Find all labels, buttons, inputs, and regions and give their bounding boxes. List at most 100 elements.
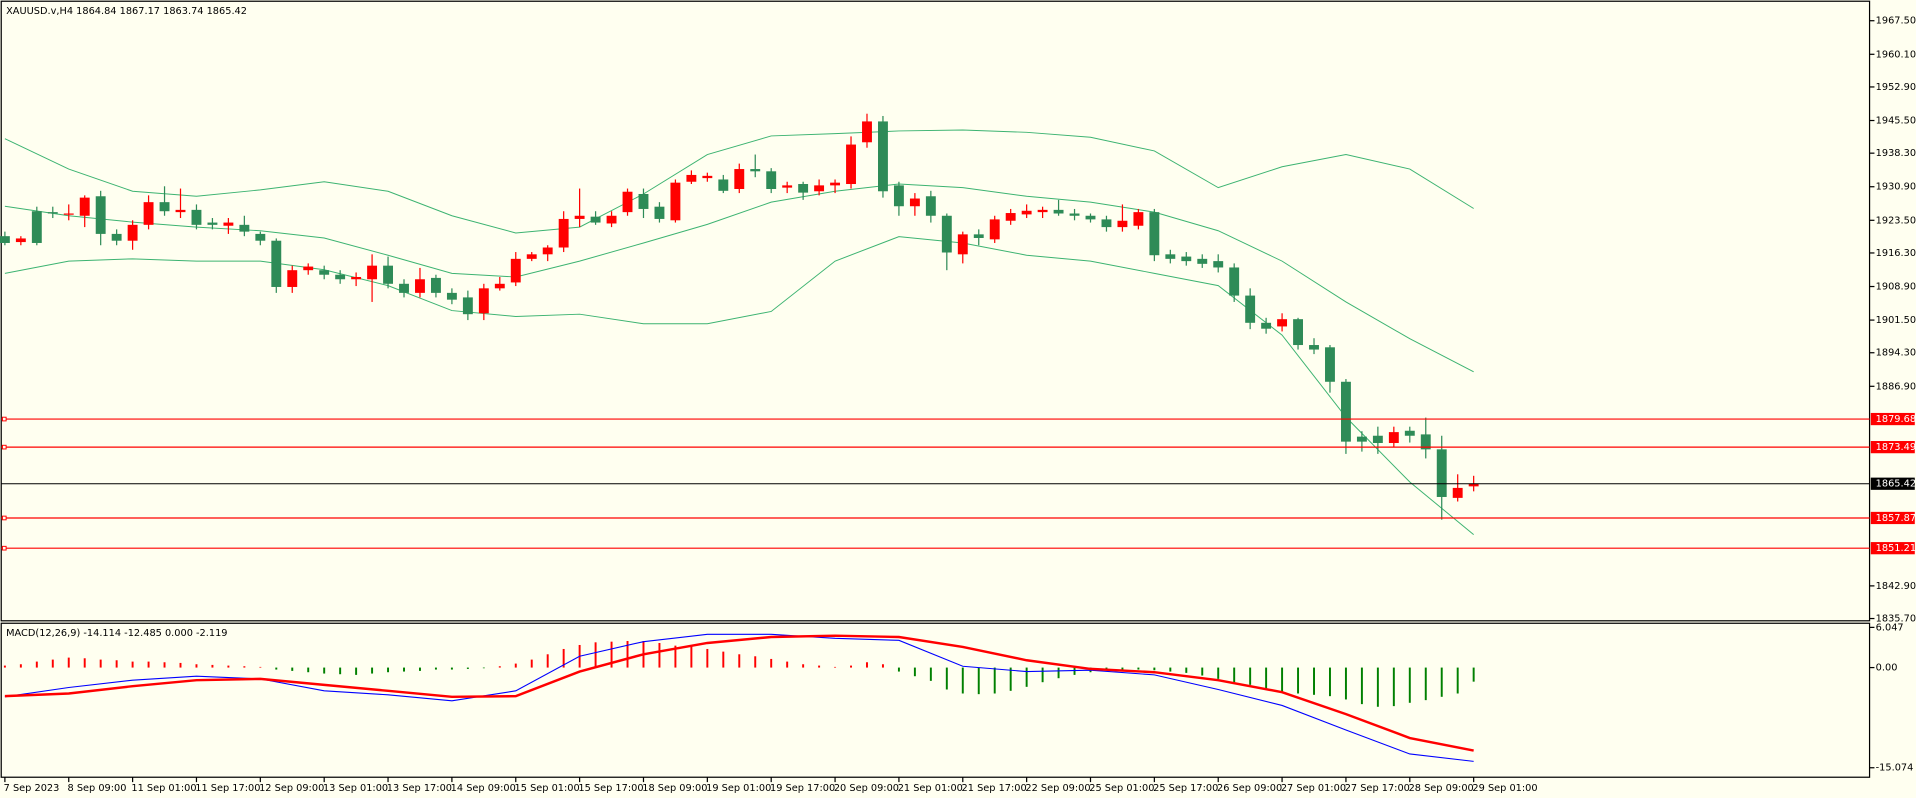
candle-body [606, 215, 617, 224]
candle-body [15, 238, 26, 243]
candle-body [494, 283, 505, 289]
candle-body [223, 222, 234, 226]
x-tick-label: 13 Sep 17:00 [387, 783, 452, 794]
candle-body [1277, 319, 1288, 327]
candle-body [1293, 319, 1303, 346]
candle-body [862, 121, 872, 143]
band-middle [4, 183, 1474, 373]
candle-body [686, 174, 697, 182]
candle-body [255, 233, 266, 241]
candle-body [1245, 295, 1256, 323]
candle-body [542, 247, 553, 255]
price-panel [0, 0, 1871, 622]
candle-body [1309, 345, 1319, 350]
band-upper [4, 129, 1474, 234]
candle-body [1021, 210, 1032, 215]
y-tick-label: 1945.50 [1876, 116, 1916, 127]
y-tick-label: 1930.90 [1876, 182, 1916, 193]
candle-body [1005, 213, 1016, 221]
candle-body [558, 218, 569, 248]
x-tick-label: 28 Sep 09:00 [1409, 783, 1474, 794]
candle-body [590, 216, 601, 223]
candle-body [415, 279, 425, 293]
candle-body [1181, 256, 1192, 262]
candle-body [973, 234, 984, 238]
candle-body [1149, 212, 1160, 256]
level-tag [1870, 412, 1915, 426]
level-tag [1870, 542, 1915, 555]
y-tick-label: 6.047 [1876, 622, 1904, 633]
candle-body [175, 209, 186, 213]
x-tick-label: 25 Sep 17:00 [1153, 783, 1218, 794]
candle-body [383, 265, 393, 284]
candle-body [1197, 258, 1208, 264]
x-tick-label: 18 Sep 09:00 [642, 783, 707, 794]
candle-body [1165, 254, 1176, 259]
bid-label: 1865.42 [1876, 479, 1916, 490]
candle-body [1404, 430, 1415, 436]
candle-body [0, 236, 10, 243]
level-tag [1870, 511, 1915, 525]
x-tick-label: 15 Sep 17:00 [578, 783, 643, 794]
candle-body [782, 185, 793, 188]
candle-body [766, 171, 777, 190]
y-tick-label: 0.00 [1876, 663, 1898, 674]
y-tick-label: 1952.90 [1876, 82, 1916, 93]
candle-body [271, 240, 282, 287]
candle-body [1053, 209, 1064, 214]
candle-body [159, 202, 170, 212]
candle-body [1101, 219, 1112, 228]
candle-body [830, 182, 841, 186]
y-tick-label: 1923.50 [1876, 215, 1916, 226]
candle-body [718, 179, 729, 191]
macd-title: MACD(12,26,9) -14.114 -12.485 0.000 -2.1… [6, 628, 227, 639]
candle-body [798, 184, 809, 193]
x-tick-label: 22 Sep 09:00 [1025, 783, 1090, 794]
candle-body [814, 185, 825, 192]
candle-body [430, 277, 441, 293]
x-tick-label: 13 Sep 01:00 [323, 783, 388, 794]
candle-body [1229, 267, 1240, 296]
band-lower [4, 236, 1474, 536]
candle-body [1420, 434, 1431, 450]
level-tag [1870, 441, 1915, 454]
candle-body [526, 254, 537, 259]
candle-body [446, 292, 457, 300]
level-label: 1851.21 [1876, 543, 1916, 554]
candle-body [750, 169, 761, 172]
y-tick-label: -15.074 [1876, 763, 1914, 774]
candle-body [846, 144, 856, 185]
candle-body [1468, 483, 1479, 487]
candle-body [654, 206, 665, 219]
x-tick-label: 14 Sep 09:00 [451, 783, 516, 794]
x-tick-label: 25 Sep 01:00 [1089, 783, 1154, 794]
x-tick-label: 27 Sep 17:00 [1345, 783, 1410, 794]
y-tick-label: 1908.90 [1876, 282, 1916, 293]
candle-body [335, 274, 346, 280]
candle-body [79, 197, 90, 216]
candle-body [127, 224, 138, 241]
candle-body [925, 196, 936, 216]
candle-body [1261, 322, 1272, 329]
level-label: 1879.68 [1876, 414, 1916, 425]
signal-line [4, 634, 1474, 752]
level-anchor [1, 545, 7, 551]
level-anchor [1, 515, 7, 521]
candle-body [1340, 381, 1351, 442]
candle-body [399, 283, 409, 293]
candle-body [510, 258, 521, 283]
candle-body [1213, 261, 1224, 268]
candle-body [638, 193, 649, 209]
level-anchor [1, 416, 7, 422]
candle-body [207, 222, 218, 225]
candle-body [478, 288, 489, 314]
y-tick-label: 1835.70 [1876, 614, 1916, 625]
x-tick-label: 19 Sep 01:00 [706, 783, 771, 794]
y-tick-label: 1901.50 [1876, 315, 1916, 326]
candle-body [1133, 212, 1144, 226]
candle-body [1037, 209, 1048, 213]
x-tick-label: 26 Sep 09:00 [1217, 783, 1282, 794]
candle-body [1436, 449, 1447, 497]
